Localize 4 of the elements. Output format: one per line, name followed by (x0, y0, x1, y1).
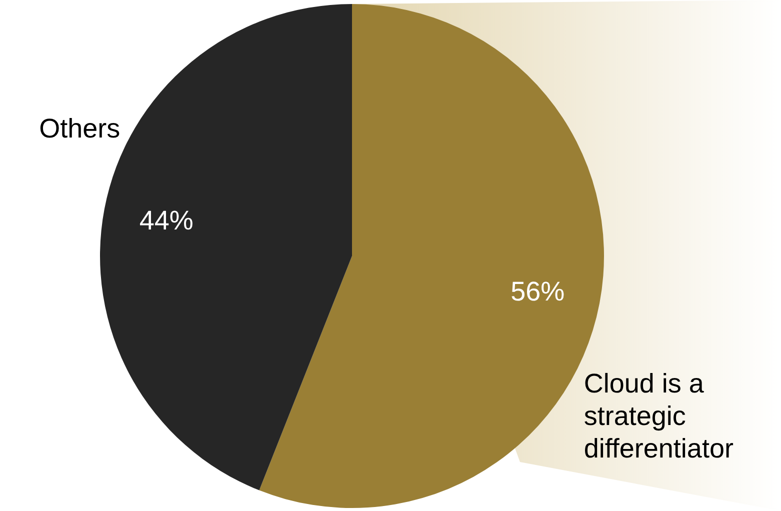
data-label: 44% (139, 206, 194, 236)
data-label: 56% (510, 276, 565, 306)
slice-label: Cloud is a strategic differentiator (584, 368, 734, 464)
slice-label: Others (39, 114, 120, 144)
